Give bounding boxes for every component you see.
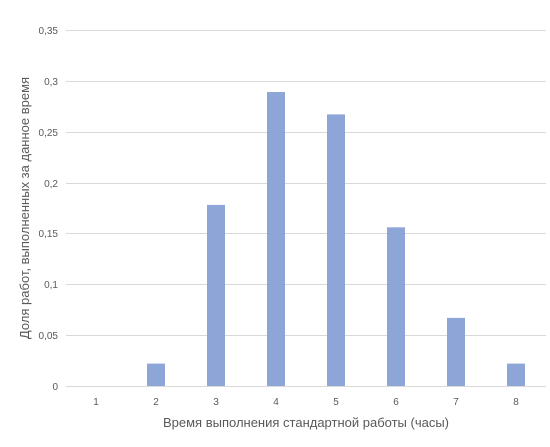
y-tick-label: 0,1 <box>44 280 58 291</box>
x-tick-label: 8 <box>513 397 519 408</box>
x-axis-ticks: 1 2 3 4 5 6 7 8 <box>93 397 519 408</box>
bar-5 <box>327 114 345 387</box>
x-tick-label: 6 <box>393 397 399 408</box>
y-axis-ticks: 0 0,05 0,1 0,15 0,2 0,25 0,3 0,35 <box>39 26 59 393</box>
bars <box>147 92 525 387</box>
x-tick-label: 7 <box>453 397 459 408</box>
y-tick-label: 0,35 <box>39 26 59 37</box>
x-tick-label: 1 <box>93 397 99 408</box>
y-axis-title: Доля работ, выполненных за данное время <box>17 77 32 339</box>
gridlines <box>66 30 546 387</box>
x-tick-label: 3 <box>213 397 219 408</box>
bar-8 <box>507 363 525 386</box>
y-tick-label: 0 <box>52 382 58 393</box>
y-tick-label: 0,2 <box>44 179 58 190</box>
y-tick-label: 0,25 <box>39 128 59 139</box>
x-tick-label: 2 <box>153 397 159 408</box>
bar-3 <box>207 204 225 386</box>
bar-4 <box>267 92 285 386</box>
y-tick-label: 0,3 <box>44 77 58 88</box>
x-tick-label: 5 <box>333 397 339 408</box>
y-tick-label: 0,15 <box>39 229 59 240</box>
bar-6 <box>387 227 405 386</box>
x-tick-label: 4 <box>273 397 279 408</box>
y-tick-label: 0,05 <box>39 331 59 342</box>
bar-2 <box>147 363 165 386</box>
x-axis-title: Время выполнения стандартной работы (час… <box>163 415 449 430</box>
bar-7 <box>447 317 465 386</box>
